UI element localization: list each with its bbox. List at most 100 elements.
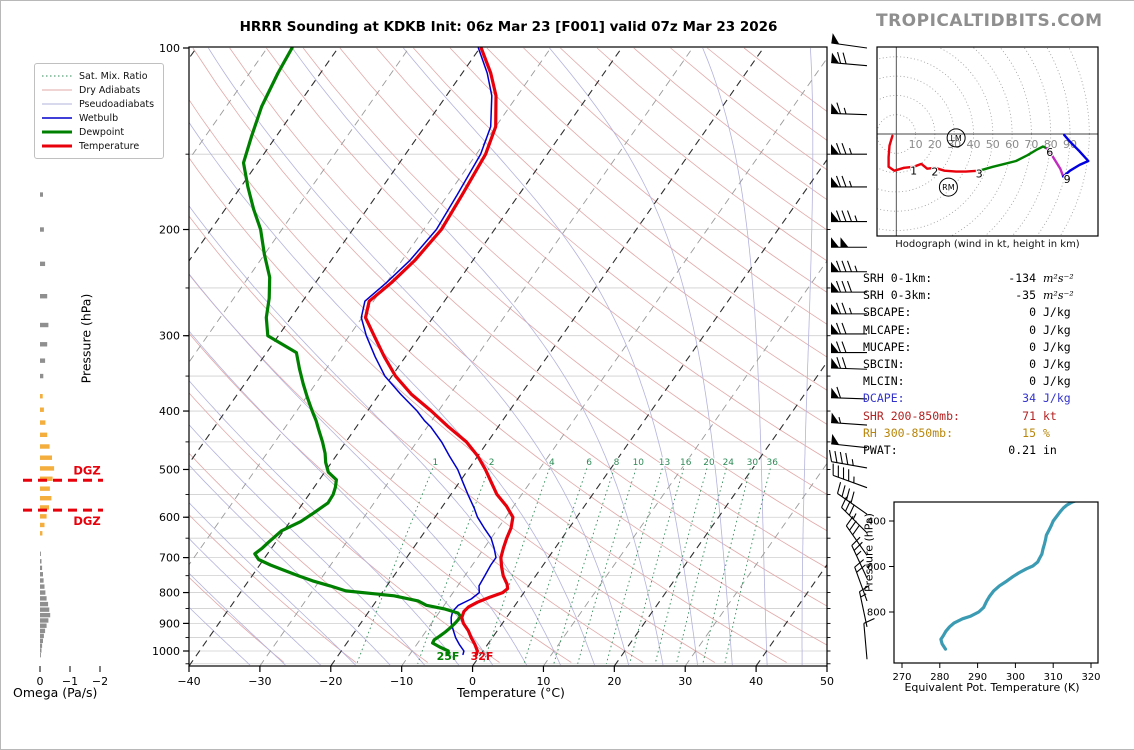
wind-barb — [831, 281, 867, 292]
svg-text:DGZ: DGZ — [73, 514, 100, 528]
stat-unit: m²s⁻² — [1036, 289, 1099, 302]
legend-item-label: Dewpoint — [79, 127, 124, 138]
stat-label: SHR 200-850mb: — [863, 409, 960, 423]
stat-row: RH 300-850mb:15% — [863, 426, 1099, 443]
svg-text:6: 6 — [1046, 146, 1053, 159]
legend-box: Sat. Mix. Ratio Dry Adiabats Pseudoadiabat… — [34, 63, 164, 159]
wind-barb — [831, 143, 867, 154]
stat-value: 0 — [911, 323, 1036, 337]
legend-line-sample — [42, 87, 72, 93]
legend-line-sample — [42, 143, 72, 149]
svg-text:1: 1 — [433, 458, 439, 468]
svg-text:13: 13 — [659, 458, 670, 468]
legend-item: Wetbulb — [42, 111, 154, 125]
svg-text:2: 2 — [489, 458, 495, 468]
legend-line-sample — [42, 129, 72, 135]
brand-watermark: TROPICALTIDBITS.COM — [876, 11, 1098, 31]
legend-item-label: Wetbulb — [79, 113, 118, 124]
stat-label: MLCAPE: — [863, 323, 911, 337]
stat-value: -35 — [932, 288, 1036, 302]
stat-value: 0 — [905, 374, 1036, 388]
stat-unit: J/kg — [1036, 391, 1099, 405]
legend-item: Sat. Mix. Ratio — [42, 69, 154, 83]
svg-text:30: 30 — [747, 458, 759, 468]
wind-barb — [831, 52, 867, 66]
svg-text:6: 6 — [586, 458, 592, 468]
svg-text:36: 36 — [767, 458, 779, 468]
stat-label: MUCAPE: — [863, 340, 911, 354]
svg-text:25F: 25F — [437, 650, 460, 663]
svg-text:8: 8 — [614, 458, 620, 468]
svg-text:4: 4 — [549, 458, 555, 468]
stat-label: SBCIN: — [863, 357, 905, 371]
svg-text:RM: RM — [942, 183, 955, 192]
hodograph-caption: Hodograph (wind in kt, height in km) — [877, 239, 1098, 250]
svg-text:900: 900 — [159, 617, 180, 630]
legend-item: Dry Adiabats — [42, 83, 154, 97]
svg-text:400: 400 — [159, 405, 180, 418]
wind-barb — [864, 618, 875, 659]
svg-text:300: 300 — [159, 330, 180, 343]
legend-line-sample — [42, 101, 72, 107]
svg-text:200: 200 — [159, 224, 180, 237]
svg-text:500: 500 — [159, 463, 180, 476]
stat-label: PWAT: — [863, 443, 898, 457]
svg-text:DGZ: DGZ — [73, 463, 100, 477]
stat-unit: J/kg — [1036, 374, 1099, 388]
svg-text:9: 9 — [1064, 173, 1071, 186]
svg-text:20: 20 — [703, 458, 715, 468]
legend-item-label: Sat. Mix. Ratio — [79, 71, 148, 82]
wind-barb — [831, 261, 867, 272]
wind-barb — [831, 303, 867, 314]
stat-value: -134 — [932, 271, 1036, 285]
legend-item: Pseudoadiabats — [42, 97, 154, 111]
stat-label: SRH 0-3km: — [863, 288, 932, 302]
wind-barb — [831, 176, 867, 187]
stat-value: 71 — [960, 409, 1036, 423]
stat-unit: J/kg — [1036, 340, 1099, 354]
temperature-axis-label: Temperature (°C) — [191, 685, 831, 700]
legend-line-sample — [42, 73, 72, 79]
svg-text:100: 100 — [159, 42, 180, 55]
svg-text:3: 3 — [976, 167, 983, 180]
legend-item-label: Pseudoadiabats — [79, 99, 154, 110]
wind-barb — [830, 450, 867, 468]
wind-barb — [831, 434, 867, 448]
svg-text:20: 20 — [928, 138, 942, 151]
stat-unit: % — [1036, 426, 1099, 440]
legend-item-label: Dry Adiabats — [79, 85, 140, 96]
stat-value: 0 — [911, 340, 1036, 354]
theta-e-axis-label: Equivalent Pot. Temperature (K) — [877, 681, 1107, 694]
stat-label: DCAPE: — [863, 391, 905, 405]
wind-barb — [831, 387, 867, 399]
wind-barb — [831, 33, 867, 48]
stat-unit: in — [1036, 443, 1099, 457]
wind-barb — [831, 413, 867, 425]
svg-text:800: 800 — [159, 587, 180, 600]
svg-text:60: 60 — [1005, 138, 1019, 151]
svg-text:10: 10 — [909, 138, 923, 151]
legend-item-label: Temperature — [79, 141, 139, 152]
theta-e-pressure-label: Pressure (hPa) — [863, 493, 876, 613]
stat-label: SBCAPE: — [863, 305, 911, 319]
svg-text:50: 50 — [986, 138, 1000, 151]
stat-label: MLCIN: — [863, 374, 905, 388]
pressure-axis-label: Pressure (hPa) — [79, 279, 94, 399]
svg-text:600: 600 — [159, 511, 180, 524]
svg-text:40: 40 — [967, 138, 981, 151]
wind-barb — [831, 357, 867, 369]
wind-barb — [831, 323, 867, 334]
stat-value: 0.21 — [898, 443, 1036, 457]
stat-unit: J/kg — [1036, 305, 1099, 319]
stat-unit: J/kg — [1036, 323, 1099, 337]
svg-text:10: 10 — [633, 458, 645, 468]
